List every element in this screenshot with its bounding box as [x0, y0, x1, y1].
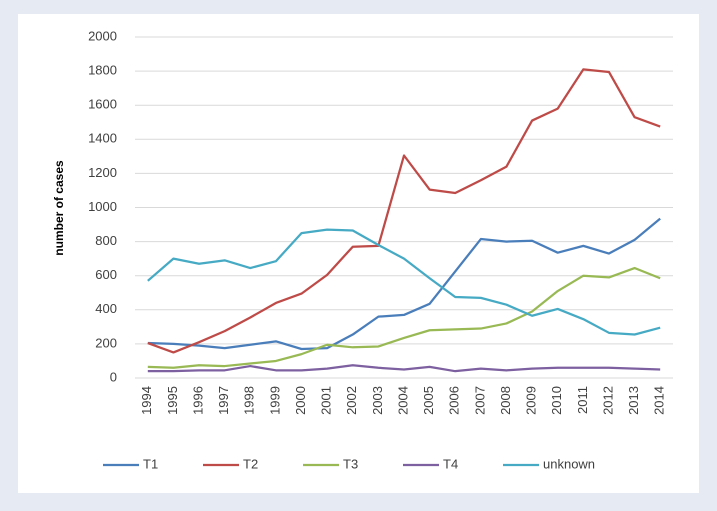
x-tick-label: 1995 — [165, 386, 180, 415]
legend-label: T4 — [443, 456, 458, 471]
series-line — [147, 364, 661, 373]
x-tick-label: 1997 — [216, 386, 231, 415]
legend-label: T3 — [343, 456, 358, 471]
y-tick-label: 1800 — [88, 63, 117, 78]
series-line — [147, 68, 661, 354]
y-tick-label: 200 — [95, 335, 117, 350]
legend-label: T2 — [243, 456, 258, 471]
y-tick-label: 1000 — [88, 199, 117, 214]
y-tick-label: 1200 — [88, 165, 117, 180]
series-line — [147, 217, 661, 351]
x-tick-label: 2011 — [575, 386, 590, 414]
y-tick-label: 800 — [95, 233, 117, 248]
x-tick-label: 2005 — [421, 386, 436, 415]
x-tick-label: 2001 — [319, 386, 334, 415]
y-tick-label: 0 — [110, 369, 117, 384]
legend-label: unknown — [543, 456, 595, 471]
x-tick-label: 2007 — [472, 386, 487, 415]
y-axis-label: number of cases — [52, 160, 66, 256]
x-tick-label: 2009 — [524, 386, 539, 415]
x-tick-label: 2003 — [370, 386, 385, 415]
x-tick-label: 1998 — [242, 386, 257, 415]
x-tick-label: 2008 — [498, 386, 513, 415]
x-tick-label: 2013 — [626, 386, 641, 415]
series-line — [147, 266, 661, 369]
x-tick-label: 2000 — [293, 386, 308, 415]
y-tick-label: 1600 — [88, 97, 117, 112]
x-tick-label: 2012 — [600, 386, 615, 415]
series-line — [147, 228, 661, 336]
y-tick-label: 600 — [95, 267, 117, 282]
x-tick-label: 1999 — [267, 386, 282, 415]
x-tick-label: 2006 — [447, 386, 462, 415]
x-tick-label: 2002 — [344, 386, 359, 415]
y-tick-label: 1400 — [88, 131, 117, 146]
x-tick-label: 2004 — [395, 386, 410, 415]
x-tick-label: 1994 — [139, 386, 154, 415]
chart-panel — [18, 14, 699, 493]
x-tick-label: 1996 — [190, 386, 205, 415]
legend-label: T1 — [143, 456, 158, 471]
y-tick-label: 400 — [95, 301, 117, 316]
x-tick-label: 2014 — [652, 386, 667, 415]
y-tick-label: 2000 — [88, 28, 117, 43]
x-tick-label: 2010 — [549, 386, 564, 415]
